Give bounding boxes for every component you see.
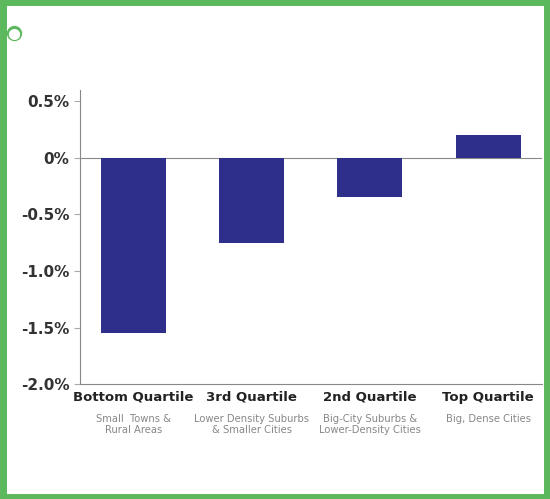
Text: Kids (Under 5) Population Growth: Kids (Under 5) Population Growth [110,14,467,33]
Bar [456,135,521,158]
Text: Bottom Quartile: Bottom Quartile [73,391,194,404]
Text: Big-City Suburbs &
Lower-Density Cities: Big-City Suburbs & Lower-Density Cities [319,414,421,435]
Text: 3rd Quartile: 3rd Quartile [206,391,297,404]
Text: trulia: trulia [47,28,110,48]
Text: By County Density, 2012-2013: By County Density, 2012-2013 [110,54,428,73]
Text: 2nd Quartile: 2nd Quartile [323,391,417,404]
Text: Top Quartile: Top Quartile [442,391,534,404]
Text: Lower Density Suburbs
& Smaller Cities: Lower Density Suburbs & Smaller Cities [194,414,309,435]
Bar [337,158,403,198]
Text: Big, Dense Cities: Big, Dense Cities [446,414,531,424]
Bar [101,158,166,333]
Text: •: • [2,19,25,57]
Bar [219,158,284,243]
Text: Small  Towns &
Rural Areas: Small Towns & Rural Areas [96,414,171,435]
